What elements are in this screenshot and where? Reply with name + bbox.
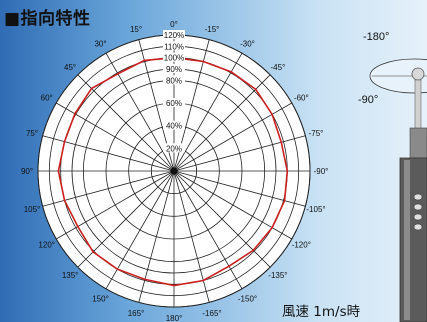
radial-tick-label: 110% (164, 42, 184, 51)
angle-tick-label: -45° (271, 63, 286, 72)
angle-tick-label: -135° (268, 271, 287, 280)
grid-spoke (105, 53, 175, 172)
data-point (144, 278, 146, 281)
angle-tick-label: 75° (26, 129, 38, 138)
series-layer (57, 56, 289, 287)
label-neg180: -180° (363, 31, 389, 43)
data-point (173, 284, 175, 287)
data-point (202, 279, 205, 282)
angle-tick-label: -90° (314, 167, 329, 176)
angle-tick-label: 165° (128, 309, 145, 318)
grid-spoke (138, 170, 175, 303)
data-point (230, 71, 233, 73)
sensor-buttons (413, 193, 423, 231)
sensor-rod (414, 79, 422, 131)
grid-spoke (173, 74, 271, 172)
sensor-tip-ball (411, 67, 425, 81)
radial-labels: 120% 110% 100% 90% 80% 60% 40% 20% (163, 30, 185, 153)
sensor-button (413, 213, 423, 221)
radial-tick-label: 100% (164, 54, 184, 63)
data-point (271, 113, 273, 116)
angle-tick-label: 60° (41, 94, 53, 103)
data-point (143, 59, 146, 62)
data-point (92, 251, 94, 253)
angle-tick-label: 105° (24, 205, 41, 214)
angle-tick-label: 120° (38, 241, 55, 250)
angle-tick-label: -150° (238, 294, 257, 303)
sensor-illustration: -180° -90° (358, 31, 427, 322)
angle-tick-label: 180° (166, 314, 183, 322)
data-point (202, 60, 205, 63)
angle-tick-label: 135° (62, 271, 79, 280)
wind-speed-label: 風速 1m/s時 (282, 304, 361, 320)
angle-tick-label: 0° (170, 20, 178, 29)
angle-tick-label: -30° (240, 40, 255, 49)
radial-tick-label: 40% (166, 122, 182, 131)
sensor-button (413, 203, 423, 211)
angle-tick-label: 30° (94, 40, 106, 49)
angle-tick-label: -165° (202, 309, 221, 318)
radial-tick-label: 60% (166, 99, 182, 108)
label-neg90: -90° (358, 94, 378, 106)
grid-spoke (56, 170, 175, 240)
grid-spoke (173, 170, 243, 289)
radial-tick-label: 20% (166, 144, 182, 153)
angle-tick-label: 150° (92, 294, 109, 303)
data-point (76, 225, 79, 228)
angle-tick-label: 15° (130, 25, 142, 34)
angle-tick-label: -15° (205, 25, 220, 34)
angle-tick-label: 45° (64, 63, 76, 72)
data-point (117, 72, 119, 75)
radial-label-bg (163, 52, 185, 62)
sensor-body-highlight (404, 160, 410, 320)
sensor-button (413, 193, 423, 201)
data-point (63, 140, 66, 143)
angle-tick-label: -75° (309, 129, 324, 138)
data-point (254, 88, 257, 91)
radial-tick-label: 120% (164, 31, 184, 40)
data-point (283, 199, 286, 202)
angle-tick-label: -60° (294, 94, 309, 103)
radial-label-bg (163, 30, 185, 39)
grid-spoke (173, 170, 306, 207)
radial-tick-label: 80% (166, 76, 182, 85)
center-dot (170, 167, 178, 175)
data-point (228, 265, 230, 268)
data-point (74, 112, 76, 115)
data-point (280, 141, 283, 144)
sensor-button (413, 223, 423, 231)
data-point (252, 249, 255, 252)
angle-tick-label: -105° (306, 205, 325, 214)
grid-spoke (77, 74, 175, 172)
radial-label-bg (163, 98, 185, 107)
grid-spoke (173, 170, 271, 268)
grid-spoke (77, 170, 175, 268)
radial-tick-label: 90% (166, 65, 182, 74)
radial-label-bg (163, 75, 185, 85)
page-title: ■指向特性 (4, 9, 91, 29)
data-point (271, 226, 273, 229)
grid-spoke (173, 53, 243, 172)
angle-tick-label: 90° (21, 167, 33, 176)
grid-spoke (56, 102, 175, 172)
radial-label-bg (163, 41, 185, 51)
radial-label-bg (163, 64, 185, 73)
data-point (90, 87, 93, 90)
data-point (116, 268, 119, 270)
angle-labels: 0° -15° -30° -45° -60° -75° -90° -105° -120° -135… (21, 20, 328, 322)
angle-tick-label: -120° (292, 241, 311, 250)
grid-spoke (173, 135, 306, 172)
data-point (286, 170, 289, 172)
radial-label-bg (163, 143, 185, 153)
sensor-neck (409, 127, 427, 159)
radial-label-bg (163, 120, 185, 130)
data-point (57, 170, 60, 172)
data-point (63, 199, 66, 202)
